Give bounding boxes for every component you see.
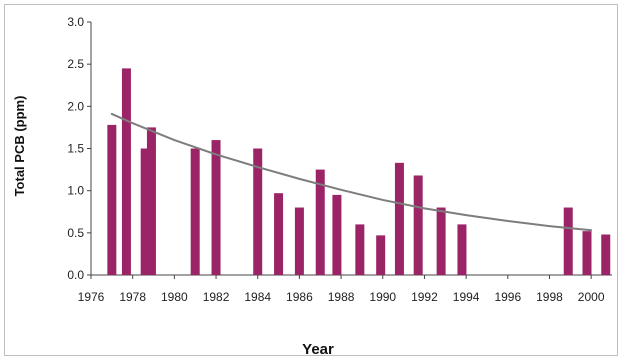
y-tick-label: 1.0 — [67, 184, 84, 198]
trend-line — [110, 112, 593, 232]
bar — [332, 194, 342, 275]
bar — [211, 140, 221, 275]
bar — [601, 234, 611, 275]
bar — [140, 148, 150, 275]
x-tick-label: 1986 — [286, 290, 313, 304]
y-tick-label: 0.0 — [67, 268, 84, 282]
x-tick-label: 1988 — [328, 290, 355, 304]
bar — [436, 207, 446, 275]
bar — [457, 224, 467, 275]
x-tick-label: 1994 — [453, 290, 480, 304]
bar — [274, 193, 284, 275]
bar — [107, 124, 117, 276]
y-tick-label: 3.0 — [67, 15, 84, 29]
x-tick-label: 1998 — [536, 290, 563, 304]
y-tick-label: 2.0 — [67, 99, 84, 113]
x-tick-label: 1976 — [78, 290, 105, 304]
x-tick-label: 1980 — [161, 290, 188, 304]
bar — [146, 127, 156, 276]
bar — [355, 224, 365, 275]
chart-frame — [4, 4, 618, 356]
y-axis-label: Total PCB (ppm) — [12, 96, 27, 197]
bar — [315, 169, 325, 275]
bar — [190, 148, 200, 275]
bar — [376, 235, 386, 275]
axes — [90, 22, 612, 276]
y-tick-label: 2.5 — [67, 57, 84, 71]
x-tick-label: 1992 — [411, 290, 438, 304]
x-tick-label: 1984 — [244, 290, 271, 304]
y-tick-label: 0.5 — [67, 226, 84, 240]
x-tick-label: 1990 — [369, 290, 396, 304]
y-tick-labels: 0.0 0.5 1.0 1.5 2.0 2.5 3.0 — [67, 15, 91, 282]
x-axis-label: Year — [302, 341, 334, 358]
x-tick-label: 1978 — [119, 290, 146, 304]
bar — [294, 207, 304, 275]
x-tick-label: 1996 — [494, 290, 521, 304]
x-tick-label: 1982 — [203, 290, 230, 304]
bar — [413, 175, 423, 275]
bar — [121, 68, 131, 275]
y-tick-label: 1.5 — [67, 142, 84, 156]
bar — [563, 207, 573, 275]
x-tick-labels: 1976 1978 1980 1982 1984 1986 1988 1990 1992 1994… — [78, 275, 605, 304]
bar — [394, 162, 404, 275]
x-tick-label: 2000 — [578, 290, 605, 304]
bar — [253, 148, 263, 275]
bar-series — [107, 68, 611, 276]
trend-line-group — [110, 112, 593, 232]
bar — [582, 231, 592, 275]
